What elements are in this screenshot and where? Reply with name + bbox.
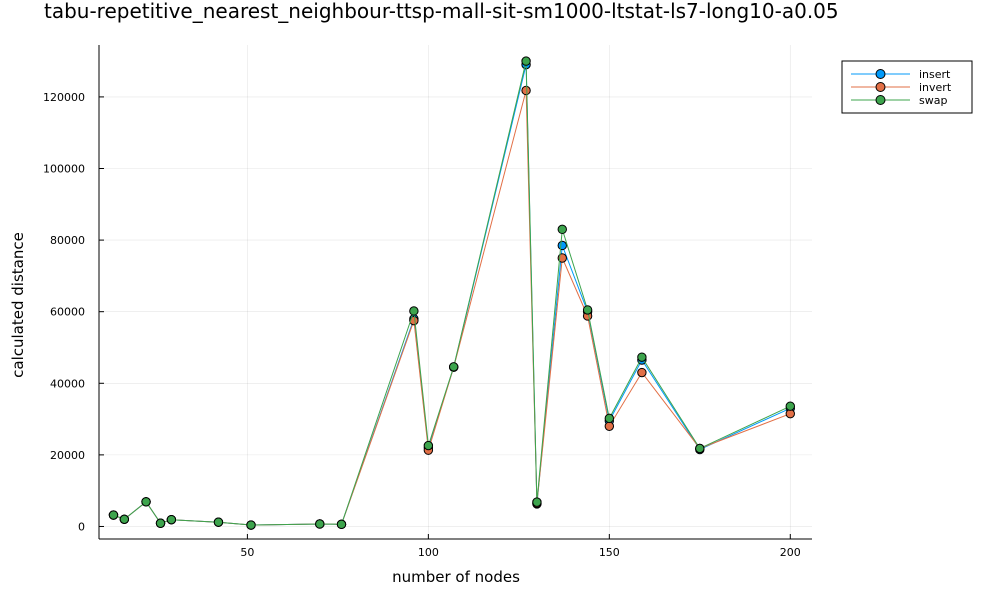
data-point-swap	[532, 497, 542, 507]
y-axis-label: calculated distance	[9, 232, 27, 378]
legend-marker	[875, 95, 886, 105]
legend-label: invert	[919, 81, 952, 94]
series-group	[108, 56, 795, 530]
legend-marker	[875, 82, 886, 92]
y-tick-label: 120000	[43, 91, 85, 104]
data-point-swap	[246, 520, 256, 530]
grid	[99, 45, 812, 539]
y-tick-label: 100000	[43, 163, 85, 176]
y-tick-label: 40000	[50, 377, 85, 390]
data-point-swap	[141, 497, 151, 507]
data-point-swap	[315, 519, 325, 529]
series-swap	[108, 56, 795, 530]
axes	[98, 45, 812, 540]
chart-title: tabu-repetitive_nearest_neighbour-ttsp-m…	[44, 0, 839, 23]
legend-label: swap	[919, 94, 947, 107]
y-tick-label: 20000	[50, 449, 85, 462]
data-point-swap	[785, 401, 795, 411]
data-point-swap	[108, 510, 119, 520]
x-tick-label: 150	[599, 546, 620, 559]
data-point-invert	[637, 367, 647, 378]
data-point-swap	[155, 518, 166, 528]
data-point-swap	[521, 56, 531, 66]
legend-item-invert: invert	[851, 81, 952, 94]
data-point-swap	[448, 362, 459, 372]
x-axis-label: number of nodes	[392, 568, 520, 586]
legend-item-swap: swap	[851, 94, 947, 107]
data-point-swap	[423, 440, 434, 451]
x-tick-label: 50	[240, 546, 254, 559]
data-point-swap	[695, 443, 705, 454]
data-point-swap	[637, 352, 647, 362]
data-point-swap	[213, 517, 224, 527]
data-point-invert	[521, 85, 531, 96]
legend-item-insert: insert	[851, 68, 951, 81]
y-tick-label: 0	[78, 520, 85, 533]
y-tick-label: 80000	[50, 234, 85, 247]
data-point-swap	[557, 224, 567, 235]
data-point-swap	[409, 306, 419, 316]
x-tick-label: 200	[780, 546, 801, 559]
data-point-swap	[166, 514, 177, 525]
data-point-invert	[604, 421, 615, 431]
legend-marker	[875, 69, 886, 79]
data-point-swap	[336, 519, 347, 530]
legend-label: insert	[919, 68, 951, 81]
data-point-insert	[557, 240, 567, 251]
data-point-swap	[582, 305, 593, 315]
x-ticks: 50 100 150 200	[240, 534, 801, 559]
x-tick-label: 100	[418, 546, 439, 559]
y-tick-label: 60000	[50, 306, 85, 319]
y-ticks: 0 20000 40000 60000 80000 100000 120000	[43, 91, 104, 533]
data-point-swap	[119, 514, 130, 525]
data-point-swap	[604, 413, 615, 424]
